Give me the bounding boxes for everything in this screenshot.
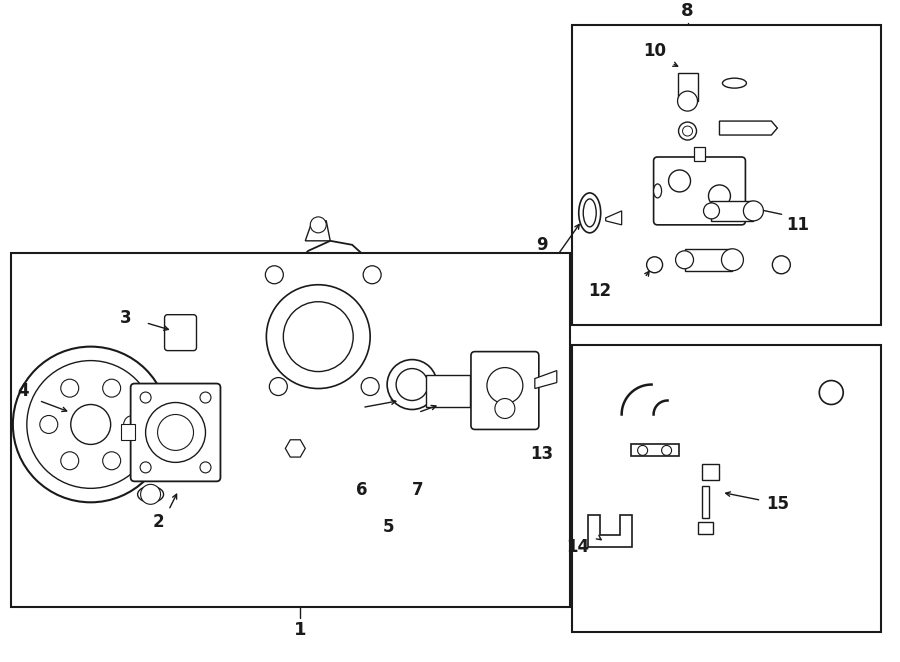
Circle shape xyxy=(13,347,168,502)
Ellipse shape xyxy=(579,193,600,233)
Circle shape xyxy=(361,377,379,395)
Ellipse shape xyxy=(653,184,662,198)
Text: 13: 13 xyxy=(530,446,554,463)
Circle shape xyxy=(669,170,690,192)
Circle shape xyxy=(158,414,194,450)
Circle shape xyxy=(61,451,78,470)
FancyBboxPatch shape xyxy=(165,314,196,351)
Circle shape xyxy=(266,285,370,389)
Ellipse shape xyxy=(583,199,596,227)
Text: 8: 8 xyxy=(681,2,694,21)
Circle shape xyxy=(704,203,719,219)
Bar xyxy=(701,487,709,518)
Circle shape xyxy=(310,217,326,233)
Text: 9: 9 xyxy=(536,236,547,254)
Bar xyxy=(698,522,714,534)
Ellipse shape xyxy=(462,377,469,404)
Circle shape xyxy=(637,446,648,455)
Circle shape xyxy=(269,377,287,395)
Bar xyxy=(572,345,881,632)
Text: 7: 7 xyxy=(412,481,424,499)
Circle shape xyxy=(27,361,155,489)
Polygon shape xyxy=(285,440,305,457)
Polygon shape xyxy=(260,241,388,393)
Circle shape xyxy=(140,392,151,403)
Circle shape xyxy=(71,404,111,444)
Circle shape xyxy=(103,379,121,397)
Text: 12: 12 xyxy=(588,282,611,300)
Text: 5: 5 xyxy=(382,518,394,536)
Circle shape xyxy=(682,126,692,136)
Text: 10: 10 xyxy=(644,42,666,60)
Circle shape xyxy=(387,359,437,410)
Bar xyxy=(11,253,570,607)
Bar xyxy=(426,375,470,406)
Polygon shape xyxy=(305,221,330,241)
Circle shape xyxy=(146,402,205,462)
Text: 3: 3 xyxy=(120,308,131,326)
Text: 1: 1 xyxy=(294,621,307,639)
Polygon shape xyxy=(631,444,679,456)
Text: 14: 14 xyxy=(566,538,590,556)
Ellipse shape xyxy=(138,487,164,502)
Circle shape xyxy=(266,265,284,284)
Text: 6: 6 xyxy=(356,481,368,499)
Text: 15: 15 xyxy=(766,495,789,513)
Circle shape xyxy=(743,201,763,221)
Polygon shape xyxy=(588,515,632,547)
Circle shape xyxy=(678,91,698,111)
Bar xyxy=(701,464,719,481)
Circle shape xyxy=(646,257,662,273)
Polygon shape xyxy=(535,371,557,389)
Circle shape xyxy=(40,416,58,434)
Bar xyxy=(685,249,733,271)
Circle shape xyxy=(708,185,731,207)
Circle shape xyxy=(123,416,141,434)
Circle shape xyxy=(200,462,211,473)
FancyBboxPatch shape xyxy=(130,383,220,481)
Circle shape xyxy=(396,369,428,401)
FancyBboxPatch shape xyxy=(653,157,745,225)
Text: 11: 11 xyxy=(786,216,809,234)
Circle shape xyxy=(284,302,353,371)
Circle shape xyxy=(722,249,743,271)
Circle shape xyxy=(676,251,694,269)
Circle shape xyxy=(364,265,381,284)
Circle shape xyxy=(103,451,121,470)
Ellipse shape xyxy=(723,78,746,88)
Circle shape xyxy=(487,367,523,404)
Circle shape xyxy=(772,256,790,274)
Ellipse shape xyxy=(454,377,462,404)
Ellipse shape xyxy=(434,377,440,404)
Bar xyxy=(694,147,706,161)
Polygon shape xyxy=(121,424,135,440)
Text: 2: 2 xyxy=(153,513,165,532)
Circle shape xyxy=(819,381,843,404)
Bar xyxy=(572,25,881,324)
Circle shape xyxy=(61,379,78,397)
Bar xyxy=(712,201,753,221)
Ellipse shape xyxy=(427,377,434,404)
Text: 4: 4 xyxy=(17,381,29,400)
Ellipse shape xyxy=(440,377,447,404)
Circle shape xyxy=(679,122,697,140)
Circle shape xyxy=(200,392,211,403)
Ellipse shape xyxy=(447,377,454,404)
Circle shape xyxy=(495,399,515,418)
Circle shape xyxy=(140,485,160,504)
Circle shape xyxy=(140,462,151,473)
Polygon shape xyxy=(719,121,778,135)
FancyBboxPatch shape xyxy=(471,352,539,430)
Circle shape xyxy=(662,446,671,455)
Bar xyxy=(678,73,698,101)
Polygon shape xyxy=(606,211,622,225)
